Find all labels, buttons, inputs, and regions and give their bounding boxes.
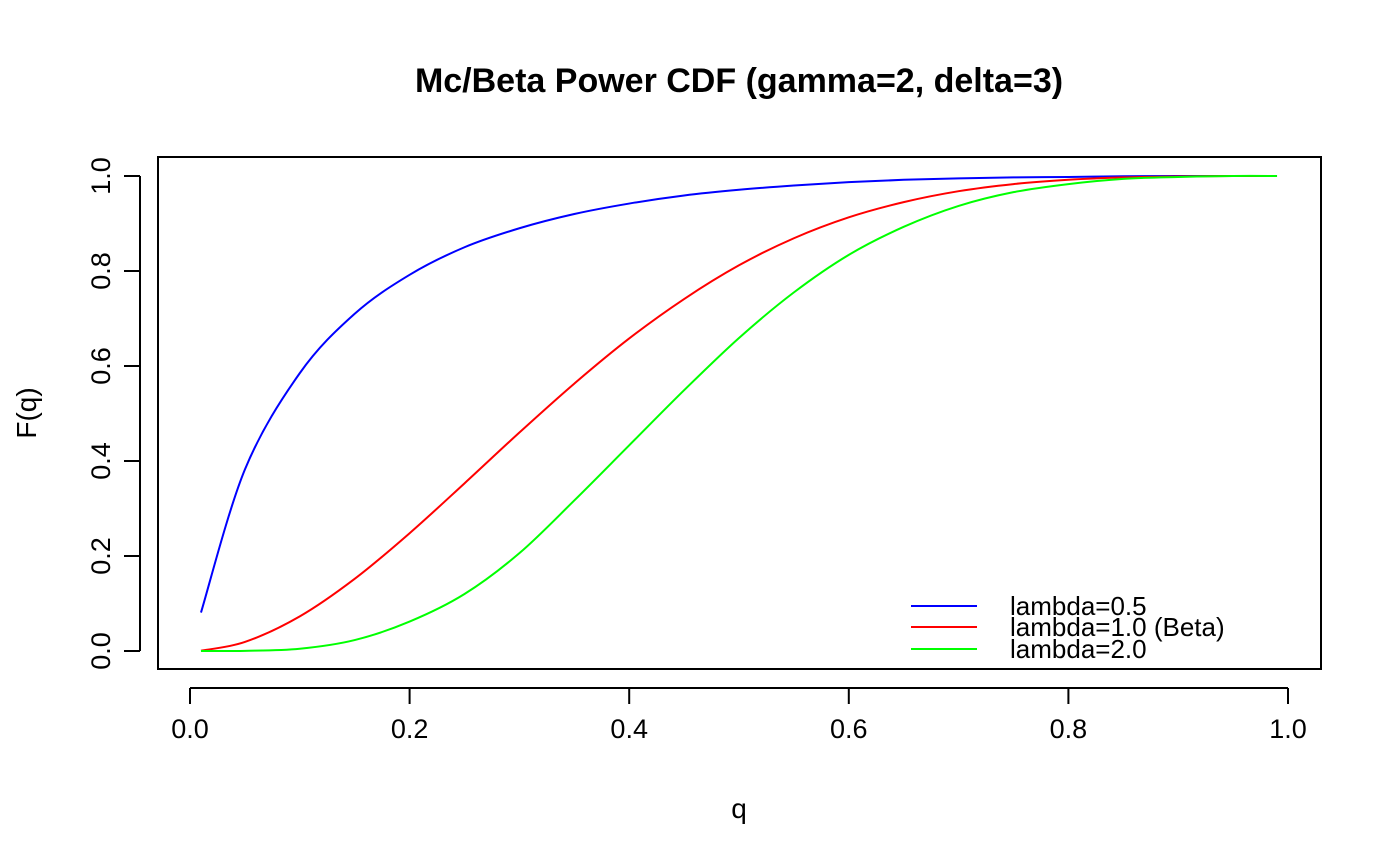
- x-tick-label: 1.0: [1269, 714, 1307, 744]
- y-tick-label: 0.6: [86, 347, 116, 385]
- y-tick-label: 0.2: [86, 537, 116, 575]
- x-tick-label: 0.8: [1050, 714, 1088, 744]
- y-axis: 0.0 0.2 0.4 0.6 0.8 1.0: [86, 157, 141, 670]
- series-lines: [200, 174, 1278, 653]
- y-tick-label: 0.0: [86, 632, 116, 670]
- y-tick-label: 0.8: [86, 252, 116, 290]
- y-axis-label: F(q): [11, 387, 42, 438]
- chart-title: Mc/Beta Power CDF (gamma=2, delta=3): [415, 62, 1063, 100]
- legend-label: lambda=1.0 (Beta): [1010, 612, 1225, 642]
- y-tick-label: 0.4: [86, 442, 116, 480]
- x-tick-label: 0.6: [830, 714, 868, 744]
- legend-label: lambda=2.0: [1010, 634, 1147, 664]
- x-tick-label: 0.2: [391, 714, 429, 744]
- legend-label: lambda=0.5: [1010, 591, 1147, 621]
- x-axis-label: q: [731, 793, 747, 824]
- x-axis: 0.0 0.2 0.4 0.6 0.8 1.0: [171, 687, 1307, 744]
- series-line-1: [200, 174, 1278, 613]
- y-tick-label: 1.0: [86, 157, 116, 195]
- series-line-3: [200, 174, 1278, 653]
- series-line-2: [200, 174, 1278, 652]
- x-tick-label: 0.0: [171, 714, 209, 744]
- plot-frame: [157, 156, 1322, 670]
- x-tick-label: 0.4: [610, 714, 648, 744]
